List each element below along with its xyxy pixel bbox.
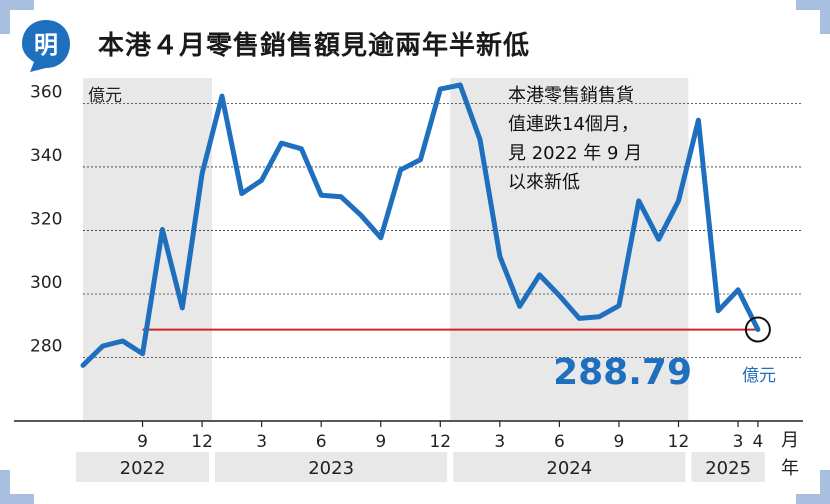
x-axis-month-unit: 月 — [781, 430, 799, 451]
frame-corner-bottom-left — [0, 494, 34, 504]
data-point — [319, 193, 324, 198]
data-point — [200, 171, 205, 176]
frame-corner-top-left — [0, 0, 34, 10]
data-point — [279, 141, 284, 146]
annotation-line: 值連跌14個月， — [508, 114, 639, 135]
annotation-text: 本港零售銷售貨 值連跌14個月， 見 2022 年 9 月 以來新低 — [508, 85, 642, 193]
data-point — [696, 118, 701, 123]
annotation-line: 見 2022 年 9 月 — [508, 143, 642, 164]
year-label-box — [215, 452, 448, 482]
year-label-box — [453, 452, 686, 482]
data-point — [736, 287, 741, 292]
data-point — [537, 272, 542, 277]
x-tick-label: 4 — [752, 432, 763, 452]
data-point — [497, 254, 502, 259]
x-tick-label: 9 — [137, 432, 148, 452]
year-label-box — [76, 452, 210, 482]
y-tick-label: 360 — [30, 82, 62, 102]
data-point — [100, 344, 105, 349]
frame-corner-bottom-left — [0, 470, 10, 504]
x-tick-label: 12 — [429, 432, 451, 452]
data-point — [716, 308, 721, 313]
annotation-line: 本港零售銷售貨 — [508, 85, 634, 106]
data-point — [398, 167, 403, 172]
data-point — [259, 178, 264, 183]
x-tick-label: 6 — [316, 432, 327, 452]
x-axis-year-unit: 年 — [781, 458, 799, 479]
latest-value-unit: 億元 — [742, 366, 776, 386]
data-point — [577, 316, 582, 321]
data-point — [755, 327, 760, 332]
data-point — [378, 235, 383, 240]
x-tick-label: 12 — [191, 432, 213, 452]
x-tick-label: 3 — [494, 432, 505, 452]
data-point — [478, 137, 483, 142]
newspaper-logo: 明 — [22, 20, 70, 72]
annotation-line: 以來新低 — [508, 172, 580, 193]
y-tick-label: 300 — [30, 273, 62, 293]
data-point — [160, 227, 165, 232]
data-point — [636, 198, 641, 203]
year-label-box — [691, 452, 765, 482]
year-label: 2025 — [705, 458, 751, 479]
y-tick-label: 320 — [30, 209, 62, 229]
data-point — [676, 198, 681, 203]
frame-corner-bottom-right — [820, 470, 830, 504]
data-point — [239, 191, 244, 196]
y-tick-label: 340 — [30, 146, 62, 166]
data-point — [597, 314, 602, 319]
y-axis-unit-label: 億元 — [88, 86, 122, 106]
latest-value-label: 288.79 — [553, 352, 692, 393]
data-point — [438, 87, 443, 92]
x-tick-label: 3 — [256, 432, 267, 452]
year-label: 2024 — [546, 458, 592, 479]
x-tick-label: 3 — [733, 432, 744, 452]
data-point — [339, 194, 344, 199]
frame-corner-top-left — [0, 0, 10, 34]
year-band-shade — [450, 78, 689, 421]
frame-corner-top-right — [820, 0, 830, 34]
data-point — [517, 304, 522, 309]
x-tick-label: 9 — [375, 432, 386, 452]
data-point — [358, 213, 363, 218]
year-label: 2022 — [120, 458, 166, 479]
x-tick-label: 12 — [668, 432, 690, 452]
data-point — [616, 303, 621, 308]
y-tick-label: 280 — [30, 336, 62, 356]
data-point — [120, 338, 125, 343]
data-point — [81, 363, 86, 368]
last-point-marker — [744, 316, 771, 343]
series-line — [80, 82, 761, 368]
chart-title: 本港４月零售銷售額見逾兩年半新低 — [98, 31, 531, 61]
logo-char: 明 — [34, 31, 58, 59]
data-point — [656, 237, 661, 242]
data-point — [458, 82, 463, 87]
x-tick-label: 9 — [614, 432, 625, 452]
data-point — [140, 351, 145, 356]
frame-corner-bottom-right — [796, 494, 830, 504]
frame-corner-top-right — [796, 0, 830, 10]
year-label: 2023 — [308, 458, 354, 479]
data-point — [299, 146, 304, 151]
x-tick-label: 6 — [554, 432, 565, 452]
data-point — [180, 305, 185, 310]
data-point — [219, 94, 224, 99]
data-point — [557, 293, 562, 298]
data-point — [418, 157, 423, 162]
